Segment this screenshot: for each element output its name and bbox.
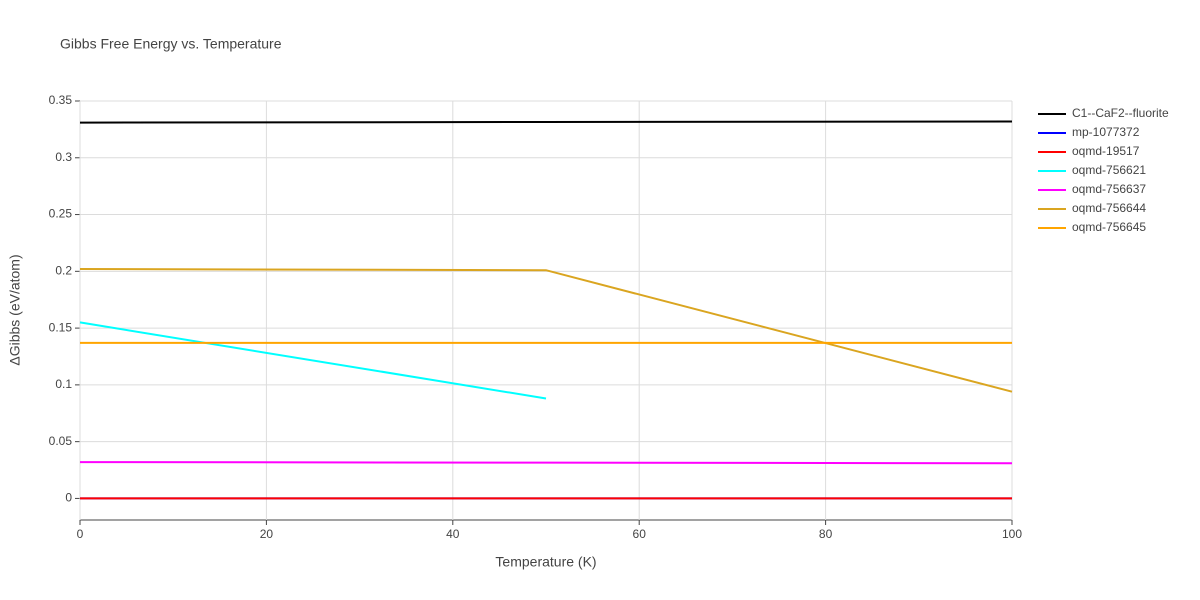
- legend-label: oqmd-756637: [1072, 182, 1146, 196]
- y-tick-label: 0.05: [49, 434, 73, 448]
- series-line: [79, 321, 547, 400]
- x-tick-label: 60: [633, 527, 647, 541]
- y-tick-label: 0.1: [55, 377, 72, 391]
- legend-label: mp-1077372: [1072, 125, 1140, 139]
- legend-label: oqmd-756645: [1072, 220, 1146, 234]
- x-tick-label: 80: [819, 527, 833, 541]
- legend-label: C1--CaF2--fluorite: [1072, 106, 1169, 120]
- x-tick-label: 100: [1002, 527, 1022, 541]
- y-tick-label: 0.2: [55, 263, 72, 277]
- chart-title: Gibbs Free Energy vs. Temperature: [60, 36, 282, 52]
- x-tick-label: 40: [446, 527, 460, 541]
- y-tick-label: 0.25: [49, 207, 73, 221]
- x-tick-label: 0: [77, 527, 84, 541]
- legend-label: oqmd-19517: [1072, 144, 1140, 158]
- y-tick-label: 0.15: [49, 320, 73, 334]
- legend-label: oqmd-756621: [1072, 163, 1146, 177]
- x-axis-label: Temperature (K): [495, 554, 596, 570]
- y-tick-label: 0.3: [55, 150, 72, 164]
- legend-label: oqmd-756644: [1072, 201, 1146, 215]
- x-tick-label: 20: [260, 527, 274, 541]
- series-line: [79, 120, 1013, 124]
- y-tick-label: 0.35: [49, 93, 73, 107]
- y-axis-label: ΔGibbs (eV/atom): [7, 254, 23, 365]
- series-line: [79, 461, 1013, 465]
- series-line: [79, 268, 1013, 393]
- y-tick-label: 0: [65, 491, 72, 505]
